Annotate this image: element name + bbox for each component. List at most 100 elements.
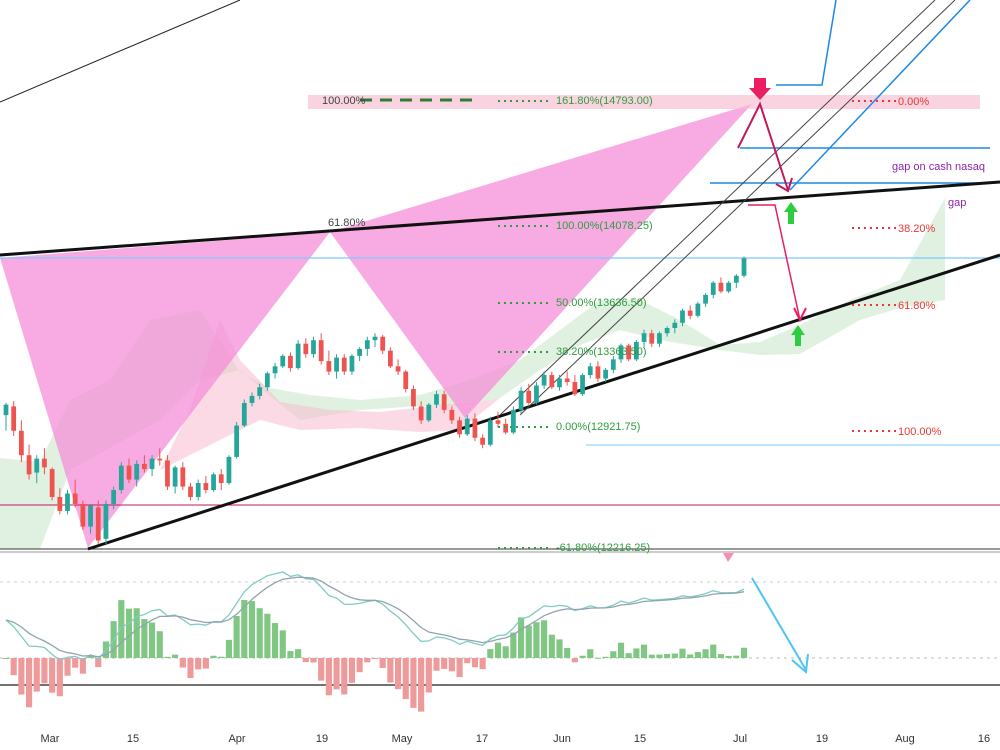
candle-body [334,357,339,372]
candle-body [534,385,539,403]
candle-body [680,310,685,323]
candle-body [264,373,270,388]
fib-right-382: 38.20% [898,223,936,235]
oscillator-bar [302,658,309,663]
oscillator-bar [371,658,379,659]
oscillator-bar [241,600,248,658]
candle-body [141,463,147,470]
oscillator-bar [510,632,517,658]
oscillator-bar [517,617,525,658]
candle-body [641,333,647,342]
red-projection-line [748,204,801,321]
oscillator-bar [333,658,340,690]
fib-dots [498,100,896,549]
oscillator-bar [72,658,79,668]
candle-body [126,465,132,480]
oscillator-bar [125,608,133,658]
upper-channel-line [0,180,1000,257]
oscillator-bar [133,608,140,658]
oscillator-bar [471,658,479,668]
candle-body [649,333,655,344]
candle-body [664,328,670,334]
oscillator-bar [264,613,271,658]
oscillator-bar [310,658,317,663]
oscillator-bar [710,644,717,658]
candle-body [95,507,101,541]
oscillator-bar [679,648,686,658]
fib-right-0: 0.00% [898,96,929,108]
candle-body [318,340,324,362]
oscillator-bar [156,631,163,658]
red-projection-arrowhead-icon [793,307,807,323]
oscillator-bar [387,658,394,683]
oscillator-bar [141,619,148,658]
small-pink-marker-icon [723,553,734,562]
cyan-arrowhead-icon [791,653,809,674]
oscillator-bar [279,630,286,658]
oscillator-bar [18,658,25,695]
candle-body [464,418,470,435]
candle-body [180,467,186,487]
oscillator-line-2 [5,576,745,658]
candle-body [733,275,739,283]
oscillator-bar [195,658,202,670]
fib-left-618: 61.80% [328,217,366,229]
oscillator-bar [533,622,540,658]
candle-body [88,505,93,527]
candle-body [657,333,662,344]
candle-body [403,371,409,389]
oscillator-bar [33,658,40,692]
candle-body [510,409,516,433]
oscillator-bar [418,658,425,712]
candle-body [610,359,616,370]
oscillator-bar [356,658,363,673]
candle-body [695,303,701,316]
parallel-line-2 [519,0,956,416]
oscillator-bar [118,600,125,658]
ichimoku-cloud-red [160,320,500,470]
candle-body [480,437,486,445]
oscillator-bar [717,654,725,658]
candle-body [441,394,447,410]
oscillator-bar [287,651,294,658]
oscillator-bar [556,639,563,658]
oscillator-bar [694,652,701,658]
oscillator-bar [671,653,678,658]
candle-body [618,345,624,360]
candle-body [718,282,724,292]
candle-body [595,366,601,379]
lower-channel-line [87,253,1000,551]
oscillator-bar [2,658,10,659]
oscillator-bar [579,655,586,658]
oscillator-bar [687,654,694,658]
candle-body [472,418,478,438]
candle-body [741,258,747,276]
candle-body [603,369,609,379]
candle-body [495,420,501,424]
oscillator-bar [733,655,740,658]
oscillator-bar [548,634,555,658]
oscillator-bar [210,655,217,658]
oscillator-bar [425,658,432,693]
x-tick-label: Aug [895,733,915,745]
oscillator-bar [502,646,509,658]
x-tick-label: 19 [816,733,828,745]
oscillator-bar [256,608,263,658]
blue-trendline [789,0,971,191]
oscillator-bar [448,658,455,672]
candle-body [457,420,462,435]
cyan-down-line [751,577,807,671]
candle-body [241,402,247,426]
x-tick-label: 19 [316,733,328,745]
candle-body [157,458,163,461]
candle-body [172,467,178,487]
fib-mid-100: 100.00%(14078.25) [556,220,653,232]
oscillator-bar [295,649,302,658]
red-zigzag-path [737,101,789,191]
oscillator-bar [64,658,71,676]
candle-body [580,375,585,395]
candle-body [626,345,632,360]
annotation-gap-cash: gap on cash nasaq [892,161,985,173]
oscillator-bar [172,654,179,658]
oscillator-bar [25,658,33,708]
